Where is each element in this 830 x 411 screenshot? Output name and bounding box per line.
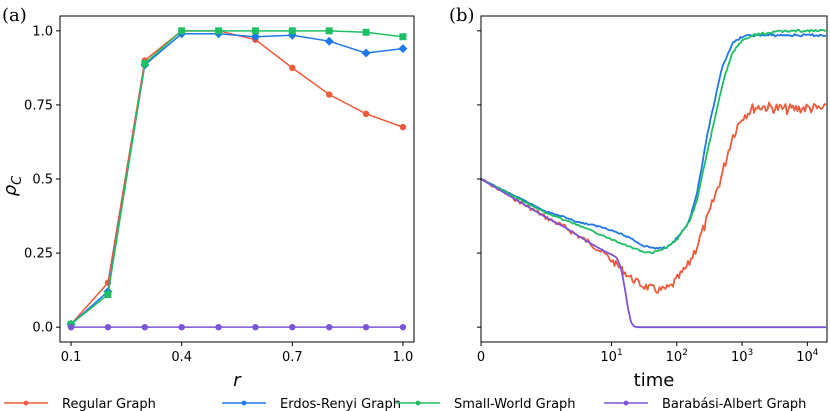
panel-a-x-axis-label: r xyxy=(233,370,242,391)
data-point-barabasi xyxy=(178,323,185,331)
legend-label-small: Small-World Graph xyxy=(454,397,576,411)
data-point-small xyxy=(178,27,186,35)
data-point-small xyxy=(399,33,407,41)
legend-item-regular: Regular Graph xyxy=(4,397,156,411)
legend-item-erdos: Erdos-Renyi Graph xyxy=(222,397,401,411)
legend-marker-barabasi xyxy=(623,400,629,406)
data-point-barabasi xyxy=(399,323,407,331)
legend-marker-small xyxy=(415,400,421,406)
panel-a-x-tick-label: 1.0 xyxy=(393,350,414,365)
y-axis-subscript: C xyxy=(10,175,25,185)
panel-b-x-tick-label: 0 xyxy=(477,350,485,365)
panel-a-y-axis-label: ρC xyxy=(0,175,25,196)
data-point-small xyxy=(215,27,223,35)
panel-a: (a) 0.1 0.4 0.7 1.0 0.0 0.25 0.5 0.75 1.0 r ρC xyxy=(0,5,415,391)
legend: Regular Graph Erdos-Renyi Graph Small-Wo… xyxy=(4,397,806,411)
data-point-barabasi xyxy=(67,323,75,331)
data-point-barabasi xyxy=(215,323,222,331)
data-point-barabasi xyxy=(104,323,112,331)
data-point-barabasi xyxy=(141,323,149,331)
panel-a-y-tick-label: 0.0 xyxy=(32,321,53,336)
data-point-barabasi xyxy=(362,323,370,331)
panel-a-frame xyxy=(59,15,415,343)
data-point-barabasi xyxy=(252,323,259,331)
data-point-erdos xyxy=(361,48,371,58)
panel-b-x-axis-label: time xyxy=(634,370,675,391)
data-point-small xyxy=(104,291,112,299)
panel-b-label: (b) xyxy=(449,5,475,26)
data-point-small xyxy=(325,27,333,35)
data-point-regular xyxy=(399,123,407,131)
panel-b-x-tick-label: 103 xyxy=(731,348,753,365)
series-line-small xyxy=(70,30,404,325)
panel-b-frame xyxy=(480,15,828,343)
data-point-erdos xyxy=(324,36,334,46)
y-axis-symbol: ρ xyxy=(0,184,21,196)
panel-a-y-tick-label: 1.0 xyxy=(32,24,53,39)
panel-b-x-tick-label: 104 xyxy=(796,348,819,365)
data-point-regular xyxy=(362,110,370,118)
data-point-regular xyxy=(325,91,333,98)
panel-a-label: (a) xyxy=(2,5,27,26)
data-point-regular xyxy=(289,64,296,72)
panel-a-y-tick-label: 0.5 xyxy=(32,173,53,188)
data-point-small xyxy=(141,59,149,67)
data-point-small xyxy=(288,27,296,35)
panel-a-x-tick-label: 0.4 xyxy=(171,350,192,365)
series-line-small xyxy=(480,28,827,255)
legend-item-small: Small-World Graph xyxy=(396,397,576,411)
panel-b-x-tick-label: 102 xyxy=(666,348,688,365)
panel-a-y-tick-label: 0.25 xyxy=(24,247,53,262)
data-point-small xyxy=(362,28,370,36)
data-point-erdos xyxy=(250,32,260,42)
series-line-barabasi xyxy=(480,178,826,329)
series-line-regular xyxy=(70,30,404,325)
panel-a-x-tick-label: 0.7 xyxy=(282,350,303,365)
series-line-regular xyxy=(480,101,827,294)
legend-marker-erdos xyxy=(241,400,247,406)
data-point-barabasi xyxy=(289,323,296,331)
data-point-barabasi xyxy=(325,323,333,331)
series-line-erdos xyxy=(480,33,827,250)
panel-b: (b) 0 101 102 103 104 time xyxy=(449,5,828,391)
legend-item-barabasi: Barabási-Albert Graph xyxy=(604,397,806,411)
panel-b-x-tick-label: 101 xyxy=(600,348,622,365)
series-line-erdos xyxy=(70,33,404,325)
legend-label-barabasi: Barabási-Albert Graph xyxy=(662,397,806,411)
legend-marker-regular xyxy=(23,400,29,406)
data-point-small xyxy=(251,27,259,35)
legend-label-regular: Regular Graph xyxy=(62,397,156,411)
data-point-erdos xyxy=(398,44,408,54)
legend-label-erdos: Erdos-Renyi Graph xyxy=(280,397,401,411)
panel-a-y-tick-label: 0.75 xyxy=(24,98,53,113)
panel-a-x-tick-label: 0.1 xyxy=(61,350,82,365)
